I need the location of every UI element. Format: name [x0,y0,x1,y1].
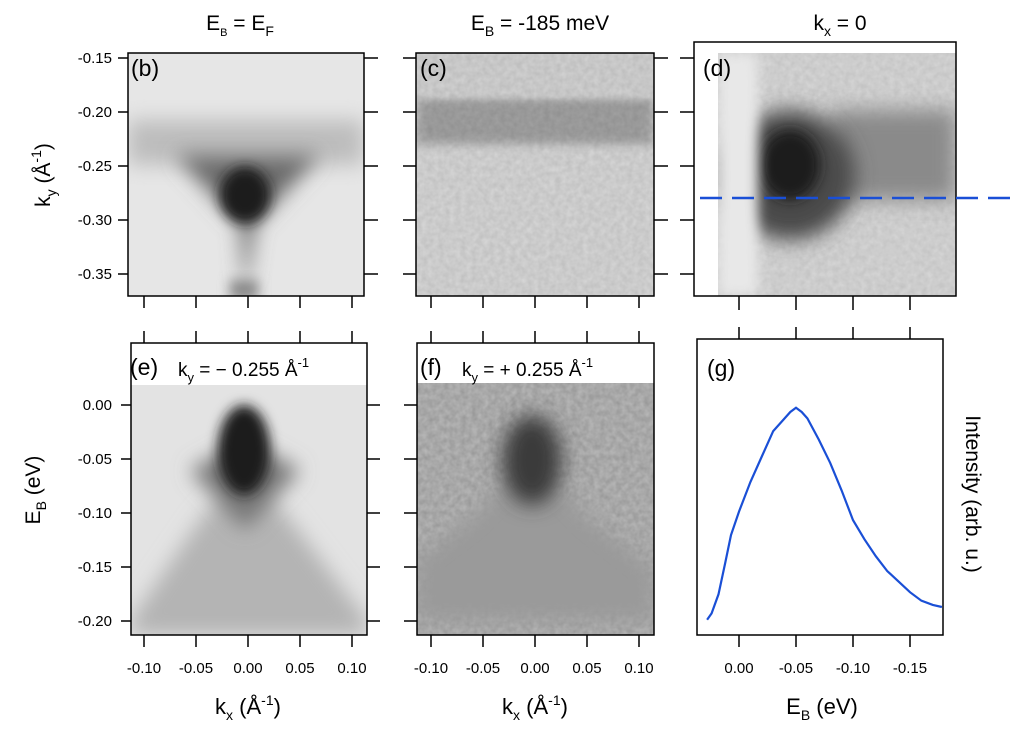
panel-b-frame [127,52,365,297]
ky-tick-label: -0.30 [78,212,112,229]
intensity-axis-label: Intensity (arb. u.) [961,415,984,573]
panel-g-frame [696,338,944,636]
kx-tick-label-e: 0.00 [233,660,262,677]
panel-e-annotation: ky = − 0.255 Å-1 [178,355,309,385]
eb-tick-label: -0.20 [78,613,112,630]
eb-tick-label: 0.00 [83,397,112,414]
kx-axis-label-2: kx (Å-1) [502,692,568,723]
ky-tick-label: -0.20 [78,104,112,121]
edc-curve [706,406,943,621]
kx-tick-label-e: -0.10 [127,660,161,677]
panel-c-label: (c) [420,55,447,81]
kx-tick-label-e: 0.10 [337,660,366,677]
panel-f-label: (f) [420,354,442,380]
ebx-tick-label: 0.00 [724,660,753,677]
kx-tick-label-f: -0.05 [466,660,500,677]
eb-tick-label: -0.10 [78,505,112,522]
ebx-tick-label: -0.10 [836,660,870,677]
panel-f-annotation: ky = + 0.255 Å-1 [462,355,593,385]
col-title-3: kx = 0 [813,12,866,39]
panel-b-label: (b) [131,55,159,81]
kx-tick-label-f: 0.10 [624,660,653,677]
tick-marks [118,57,911,647]
eb-x-axis-label: EB (eV) [786,694,858,723]
ky-tick-label: -0.35 [78,266,112,283]
eb-tick-label: -0.15 [78,559,112,576]
panel-b-image [128,53,364,296]
ky-tick-label: -0.15 [78,50,112,67]
eb-tick-label: -0.05 [78,451,112,468]
panel-e-label: (e) [130,354,158,380]
kx-tick-label-f: -0.10 [414,660,448,677]
kx-tick-label-f: 0.05 [572,660,601,677]
kx-tick-label-f: 0.00 [520,660,549,677]
panel-g-label: (g) [707,355,735,381]
ky-tick-label: -0.25 [78,158,112,175]
tick-labels: -0.15 -0.20 -0.25 -0.30 -0.35 0.00 -0.05 -0.10 -… [78,50,927,677]
col-title-1: EB = EF [206,12,274,39]
panel-d-label: (d) [703,55,731,81]
col-title-2: EB = -185 meV [471,12,609,39]
panel-f-image [417,343,654,635]
kx-tick-label-e: -0.05 [179,660,213,677]
panel-c-image [416,53,654,296]
ky-axis-label: ky (Å-1) [28,143,59,207]
eb-axis-label: EB (eV) [22,456,49,525]
ebx-tick-label: -0.15 [893,660,927,677]
panel-e-image [131,343,367,635]
kx-tick-label-e: 0.05 [285,660,314,677]
ebx-tick-label: -0.05 [779,660,813,677]
panel-d-image [718,53,956,296]
panel-e-frame [130,342,368,636]
kx-axis-label-1: kx (Å-1) [215,692,281,723]
panel-d-frame [693,41,957,297]
